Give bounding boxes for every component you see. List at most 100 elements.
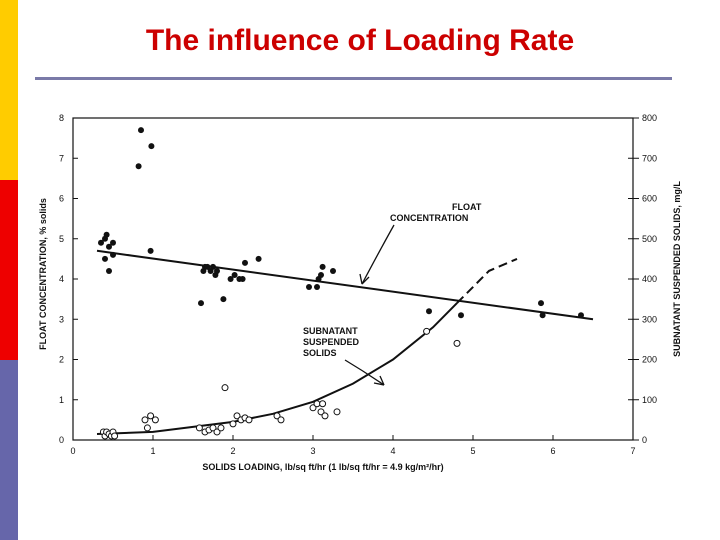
y-left-tick-label: 6: [59, 194, 64, 204]
subnatant-solids-point: [229, 420, 237, 428]
subnatant-solids-point: [195, 424, 203, 432]
float-concentration-point: [318, 271, 324, 278]
float-concentration-point: [110, 239, 116, 246]
float-concentration-point: [239, 276, 246, 282]
accent-yellow-segment: [0, 0, 18, 180]
float-concentration-point: [538, 300, 544, 307]
subnatant-solids-point: [141, 416, 149, 424]
float-concentration-point: [578, 312, 584, 319]
y-left-tick-label: 2: [59, 355, 64, 365]
subnatant-solids-annotation: SOLIDS: [303, 348, 337, 358]
float-concentration-point: [458, 312, 464, 319]
trend-lines: [96, 249, 594, 435]
subnatant-solids-point: [333, 408, 341, 416]
x-tick-label: 7: [630, 446, 635, 456]
float-concentration-annotation: FLOAT: [452, 202, 482, 212]
float-concentration-point: [314, 284, 320, 291]
subnatant-solids-point: [151, 416, 159, 424]
float-concentration-point: [319, 263, 326, 270]
y-right-tick-label: 400: [642, 274, 657, 284]
x-tick-label: 0: [70, 446, 75, 456]
float-concentration-point: [426, 308, 432, 315]
y-left-tick-label: 4: [59, 274, 64, 284]
float-concentration-point: [198, 300, 204, 307]
title-divider: [35, 77, 672, 80]
float-concentration-point: [135, 163, 142, 170]
accent-blue-segment: [0, 360, 18, 540]
y-right-tick-label: 600: [642, 194, 657, 204]
subnatant-solids-point: [147, 412, 155, 420]
y-right-tick-label: 800: [642, 113, 657, 123]
float-concentration-point: [255, 255, 262, 262]
subnatant-solids-trend-extension: [456, 257, 518, 304]
accent-red-segment: [0, 180, 18, 360]
y-left-tick-label: 0: [59, 435, 64, 445]
y-right-tick-label: 300: [642, 314, 657, 324]
float-concentration-point: [148, 143, 155, 150]
subnatant-solids-point: [213, 428, 221, 436]
plot-border: [72, 117, 634, 441]
subnatant-solids-annotation-arrow: [344, 359, 385, 386]
subnatant-solids-point: [233, 412, 241, 420]
float-concentration-point: [106, 267, 112, 274]
data-points: [98, 127, 584, 440]
subnatant-solids-annotation: SUSPENDED: [303, 337, 360, 347]
float-concentration-point: [306, 284, 312, 291]
float-concentration-point: [242, 259, 248, 266]
y-axis-left-label: FLOAT CONCENTRATION, % solids: [38, 198, 48, 350]
x-tick-label: 1: [150, 446, 155, 456]
subnatant-solids-annotation: SUBNATANT: [303, 326, 358, 336]
y-left-tick-label: 1: [59, 395, 64, 405]
y-axis-right-label: SUBNATANT SUSPENDED SOLIDS, mg/L: [672, 181, 682, 357]
float-concentration-point: [147, 247, 154, 254]
float-concentration-annotation-arrow: [361, 224, 395, 285]
y-right-tick-label: 0: [642, 435, 647, 445]
subnatant-solids-point: [245, 416, 253, 424]
float-concentration-trend-line: [96, 249, 594, 321]
float-concentration-point: [98, 239, 104, 246]
y-right-tick-label: 100: [642, 395, 657, 405]
float-concentration-point: [204, 263, 211, 270]
slide-title: The influence of Loading Rate: [145, 24, 575, 57]
y-left-tick-label: 7: [59, 153, 64, 163]
x-tick-label: 4: [390, 446, 395, 456]
subnatant-solids-point: [317, 408, 325, 416]
subnatant-solids-point: [217, 424, 225, 432]
float-concentration-point: [210, 263, 216, 270]
float-concentration-point: [231, 271, 238, 278]
subnatant-solids-point: [453, 339, 461, 347]
float-concentration-point: [220, 296, 227, 303]
float-concentration-point: [330, 267, 336, 274]
float-concentration-point: [110, 251, 116, 258]
subnatant-solids-point: [221, 384, 229, 392]
x-tick-label: 3: [310, 446, 315, 456]
accent-color-bar: [0, 0, 18, 540]
subnatant-solids-point: [143, 424, 151, 432]
float-concentration-point: [539, 312, 546, 319]
y-right-tick-label: 200: [642, 355, 657, 365]
x-axis-label: SOLIDS LOADING, lb/sq ft/hr (1 lb/sq ft/…: [202, 462, 443, 472]
subnatant-solids-point: [423, 327, 431, 335]
x-tick-label: 2: [230, 446, 235, 456]
y-right-tick-label: 500: [642, 234, 657, 244]
y-left-tick-label: 8: [59, 113, 64, 123]
y-left-tick-label: 3: [59, 314, 64, 324]
x-tick-label: 5: [470, 446, 475, 456]
float-concentration-point: [106, 243, 112, 250]
float-concentration-annotation: CONCENTRATION: [390, 213, 468, 223]
plot-frame: [72, 117, 634, 441]
float-concentration-arrowhead: [359, 273, 370, 285]
subnatant-solids-point: [277, 416, 285, 424]
subnatant-solids-point: [309, 404, 317, 412]
float-concentration-point: [103, 231, 110, 238]
subnatant-solids-trend-line: [96, 302, 458, 435]
float-concentration-point: [102, 255, 108, 262]
float-concentration-point: [138, 127, 144, 134]
y-left-tick-label: 5: [59, 234, 64, 244]
subnatant-solids-point: [111, 432, 119, 440]
x-tick-label: 6: [550, 446, 555, 456]
subnatant-solids-arrowhead: [373, 375, 385, 386]
subnatant-solids-point: [209, 424, 217, 432]
